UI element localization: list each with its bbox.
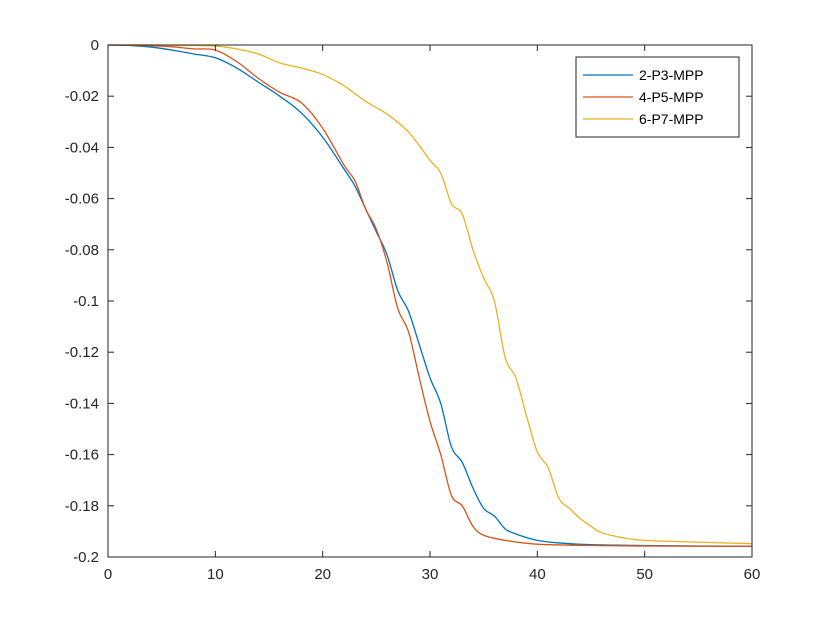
legend-label-2: 4-P5-MPP (639, 89, 704, 105)
x-tick-label: 20 (314, 566, 331, 583)
legend-label-3: 6-P7-MPP (639, 111, 704, 127)
legend-label-1: 2-P3-MPP (639, 67, 704, 83)
y-tick-label: -0.14 (65, 395, 99, 412)
x-tick-label: 10 (207, 566, 224, 583)
y-tick-label: -0.18 (65, 498, 99, 515)
y-tick-label: -0.1 (73, 293, 99, 310)
x-tick-label: 50 (636, 566, 653, 583)
y-tick-label: 0 (91, 37, 99, 54)
y-tick-label: -0.04 (65, 139, 99, 156)
y-tick-label: -0.08 (65, 242, 99, 259)
y-tick-label: -0.2 (73, 549, 99, 566)
legend: 2-P3-MPP 4-P5-MPP 6-P7-MPP (575, 56, 740, 138)
y-tick-label: -0.16 (65, 447, 99, 464)
series-line-3 (107, 44, 753, 545)
y-tick-label: -0.02 (65, 88, 99, 105)
x-tick-label: 40 (529, 566, 546, 583)
x-tick-label: 30 (422, 566, 439, 583)
x-tick-label: 0 (104, 566, 112, 583)
y-tick-label: -0.06 (65, 191, 99, 208)
x-tick-label: 60 (744, 566, 761, 583)
y-tick-label: -0.12 (65, 344, 99, 361)
series-line-1 (107, 44, 753, 547)
ticks-layer: 0 10 20 30 40 50 60 0 -0.02 -0.04 -0.06 -0.08 -0.1 -0… (65, 37, 761, 583)
